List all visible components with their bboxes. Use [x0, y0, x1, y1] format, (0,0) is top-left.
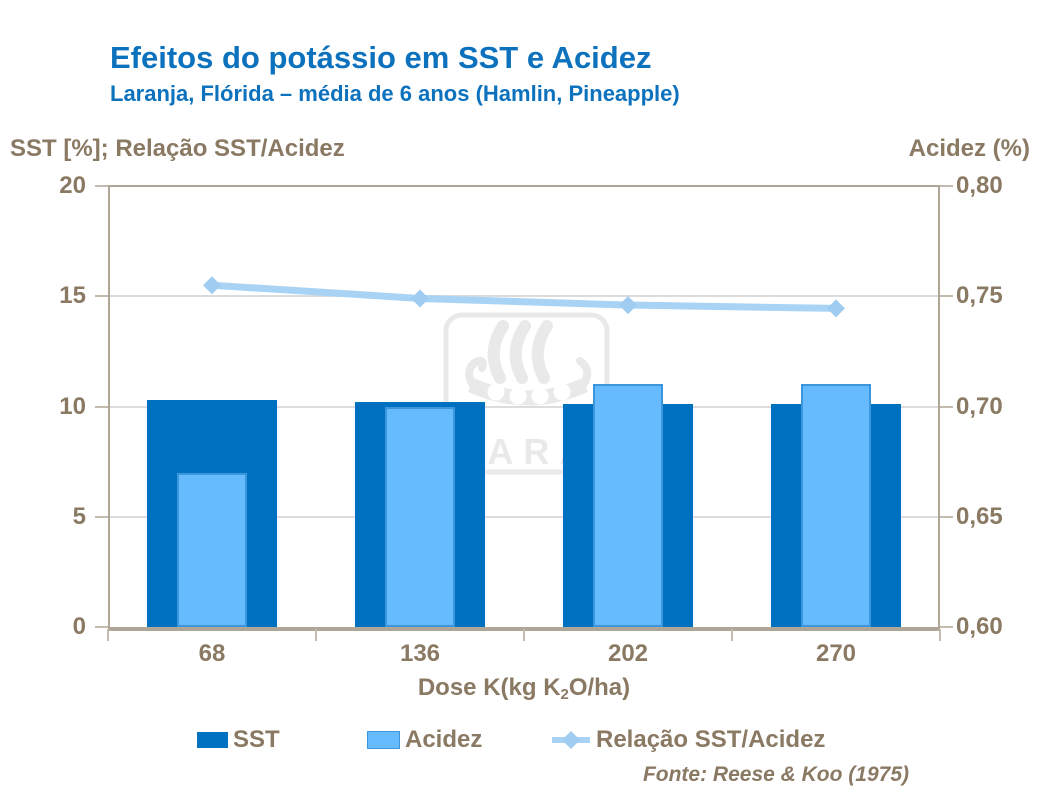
right-tick-label: 0,70 — [956, 392, 1003, 420]
viking-ship-hull-icon — [465, 356, 592, 406]
sst-swatch-icon — [197, 732, 228, 748]
x-category-label: 270 — [815, 640, 857, 667]
x-axis-tick — [939, 629, 941, 641]
gridline — [108, 295, 940, 298]
legend-item-ratio: Relação SST/Acidez — [551, 726, 826, 753]
x-axis-tick — [107, 629, 109, 641]
ratio-line-swatch-icon — [552, 731, 590, 749]
left-axis-tick — [95, 626, 108, 628]
right-axis-title: Acidez (%) — [908, 135, 1030, 162]
x-axis-title: Dose K(kg K2O/ha) — [108, 674, 940, 704]
acidez-swatch-icon — [367, 731, 400, 749]
x-axis-title-text: Dose K(kg K — [417, 674, 561, 701]
bar-acidez-136 — [385, 407, 455, 627]
chart-title: Efeitos do potássio em SST e Acidez — [110, 40, 652, 75]
left-axis-title: SST [%]; Relação SST/Acidez — [10, 135, 345, 162]
left-tick-label: 5 — [72, 502, 86, 530]
right-axis-tick — [940, 185, 953, 187]
left-axis-tick — [95, 405, 108, 408]
ratio-diamond-marker — [203, 276, 221, 295]
legend-label-sst: SST — [233, 726, 280, 753]
x-category-label: 136 — [399, 640, 441, 667]
right-tick-label: 0,75 — [956, 282, 1003, 310]
x-axis-tick — [731, 629, 733, 641]
bar-acidez-270 — [801, 384, 871, 627]
ratio-diamond-marker — [619, 296, 637, 315]
x-category-label: 202 — [607, 640, 649, 667]
legend-item-acidez: Acidez — [367, 726, 483, 753]
bar-acidez-68 — [177, 473, 247, 627]
left-axis-tick — [95, 185, 108, 187]
gridline — [108, 405, 940, 408]
viking-sails-icon — [487, 320, 553, 384]
legend-label-acidez: Acidez — [405, 726, 483, 753]
x-axis-tick — [315, 629, 317, 641]
right-axis-tick — [940, 626, 953, 628]
left-tick-label: 15 — [59, 282, 86, 310]
left-axis-tick — [95, 515, 108, 518]
legend-item-sst: SST — [197, 726, 280, 753]
left-tick-label: 10 — [59, 392, 86, 420]
x-axis-title-suffix: O/ha) — [568, 674, 631, 701]
chart-subtitle: Laranja, Flórida – média de 6 anos (Haml… — [110, 81, 680, 106]
ratio-diamond-marker — [827, 299, 845, 318]
left-tick-label: 20 — [59, 172, 86, 199]
left-axis-tick — [95, 295, 108, 298]
right-axis-tick — [940, 405, 953, 408]
legend-label-ratio: Relação SST/Acidez — [596, 726, 826, 753]
right-tick-label: 0,80 — [956, 172, 1003, 199]
x-axis-tick — [523, 629, 525, 641]
x-axis-title-subscript: 2 — [560, 687, 569, 704]
right-axis-tick — [940, 515, 953, 518]
bar-acidez-202 — [593, 384, 663, 627]
x-category-label: 68 — [198, 640, 226, 667]
gridline — [108, 515, 940, 518]
right-axis-tick — [940, 295, 953, 298]
source-note: Fonte: Reese & Koo (1975) — [642, 763, 909, 786]
ratio-diamond-marker — [411, 289, 429, 308]
left-tick-label: 0 — [72, 613, 86, 640]
right-tick-label: 0,60 — [956, 613, 1003, 640]
right-tick-label: 0,65 — [956, 502, 1003, 530]
